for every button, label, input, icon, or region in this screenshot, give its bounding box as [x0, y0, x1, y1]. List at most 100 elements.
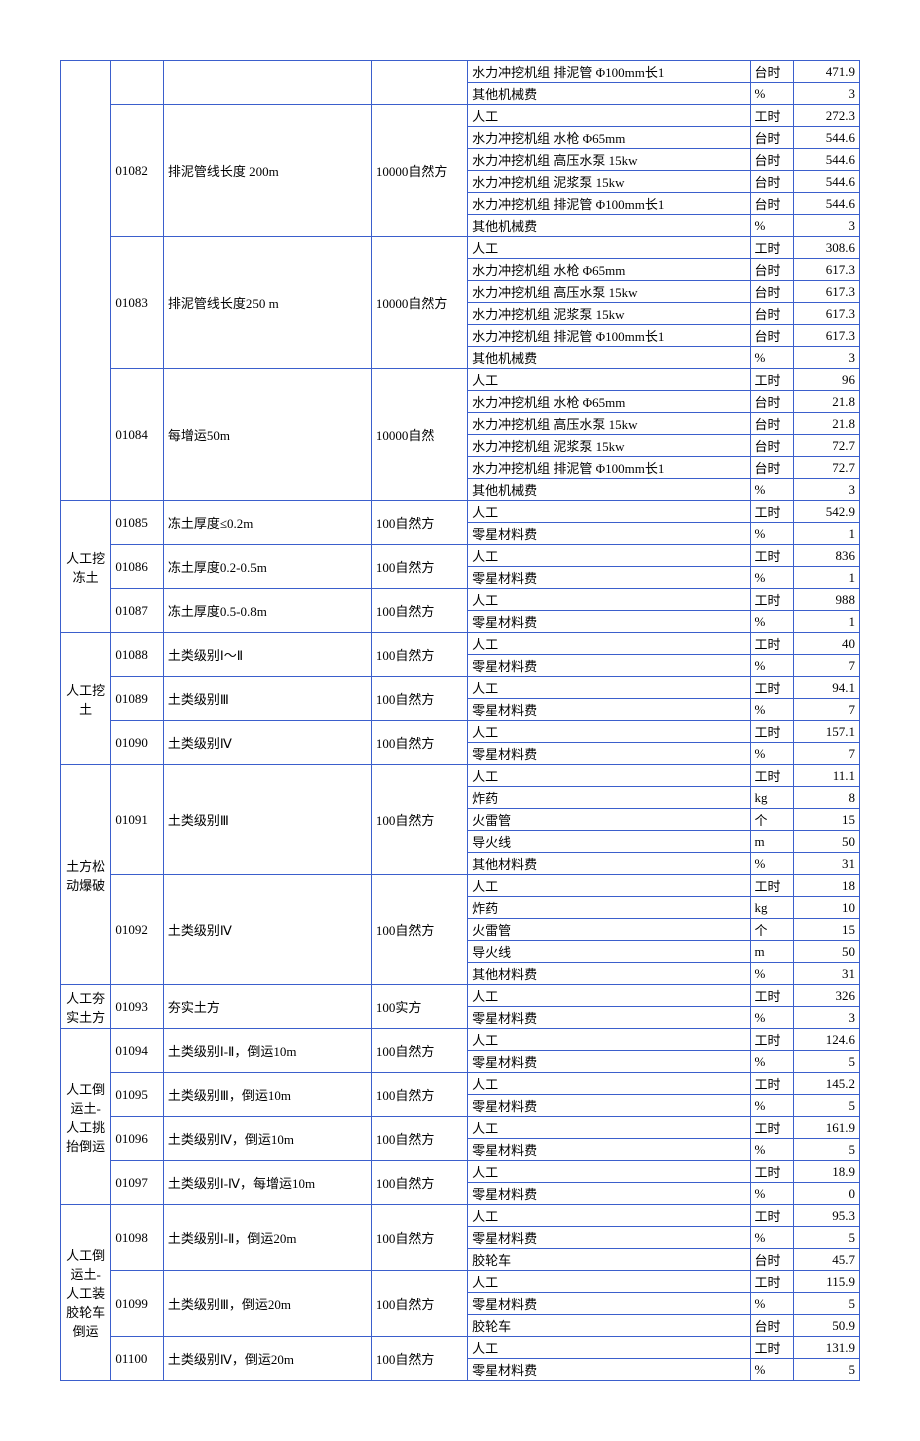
desc-cell: 冻土厚度≤0.2m — [163, 501, 371, 545]
unit-cell — [371, 61, 467, 105]
unit-cell: 100自然方 — [371, 1161, 467, 1205]
item-cell: 其他材料费 — [468, 963, 750, 985]
itemunit-cell: 工时 — [750, 721, 794, 743]
itemunit-cell: 台时 — [750, 435, 794, 457]
value-cell: 31 — [794, 853, 860, 875]
value-cell: 131.9 — [794, 1337, 860, 1359]
value-cell: 3 — [794, 347, 860, 369]
desc-cell: 土类级别Ⅰ-Ⅱ，倒运20m — [163, 1205, 371, 1271]
itemunit-cell: 工时 — [750, 105, 794, 127]
item-cell: 胶轮车 — [468, 1315, 750, 1337]
itemunit-cell: % — [750, 1293, 794, 1315]
itemunit-cell: 台时 — [750, 61, 794, 83]
item-cell: 炸药 — [468, 897, 750, 919]
code-cell: 01083 — [111, 237, 164, 369]
value-cell: 15 — [794, 809, 860, 831]
unit-cell: 100自然方 — [371, 721, 467, 765]
value-cell: 3 — [794, 215, 860, 237]
item-cell: 零星材料费 — [468, 655, 750, 677]
itemunit-cell: 工时 — [750, 985, 794, 1007]
quota-table: 水力冲挖机组 排泥管 Φ100mm长1台时471.9其他机械费%301082排泥… — [60, 60, 860, 1381]
value-cell: 15 — [794, 919, 860, 941]
item-cell: 人工 — [468, 1161, 750, 1183]
item-cell: 零星材料费 — [468, 743, 750, 765]
itemunit-cell: 工时 — [750, 1029, 794, 1051]
value-cell: 3 — [794, 479, 860, 501]
itemunit-cell: % — [750, 1227, 794, 1249]
code-cell: 01085 — [111, 501, 164, 545]
value-cell: 96 — [794, 369, 860, 391]
itemunit-cell: 台时 — [750, 259, 794, 281]
value-cell: 72.7 — [794, 457, 860, 479]
unit-cell: 100自然方 — [371, 1205, 467, 1271]
itemunit-cell: 工时 — [750, 589, 794, 611]
itemunit-cell: % — [750, 83, 794, 105]
itemunit-cell: kg — [750, 787, 794, 809]
unit-cell: 10000自然方 — [371, 105, 467, 237]
item-cell: 水力冲挖机组 水枪 Φ65mm — [468, 259, 750, 281]
unit-cell: 100自然方 — [371, 677, 467, 721]
code-cell: 01097 — [111, 1161, 164, 1205]
unit-cell: 100实方 — [371, 985, 467, 1029]
desc-cell: 排泥管线长度250 m — [163, 237, 371, 369]
itemunit-cell: % — [750, 1051, 794, 1073]
desc-cell: 土类级别Ⅳ，倒运10m — [163, 1117, 371, 1161]
value-cell: 45.7 — [794, 1249, 860, 1271]
item-cell: 人工 — [468, 985, 750, 1007]
value-cell: 544.6 — [794, 149, 860, 171]
item-cell: 水力冲挖机组 泥浆泵 15kw — [468, 303, 750, 325]
item-cell: 零星材料费 — [468, 1227, 750, 1249]
itemunit-cell: m — [750, 831, 794, 853]
itemunit-cell: % — [750, 963, 794, 985]
itemunit-cell: 个 — [750, 919, 794, 941]
item-cell: 人工 — [468, 677, 750, 699]
item-cell: 人工 — [468, 545, 750, 567]
value-cell: 617.3 — [794, 325, 860, 347]
item-cell: 零星材料费 — [468, 699, 750, 721]
code-cell: 01094 — [111, 1029, 164, 1073]
itemunit-cell: 工时 — [750, 765, 794, 787]
code-cell: 01096 — [111, 1117, 164, 1161]
item-cell: 零星材料费 — [468, 1293, 750, 1315]
desc-cell: 土类级别Ⅲ — [163, 765, 371, 875]
item-cell: 导火线 — [468, 831, 750, 853]
value-cell: 5 — [794, 1139, 860, 1161]
desc-cell: 土类级别Ⅳ — [163, 875, 371, 985]
item-cell: 零星材料费 — [468, 1007, 750, 1029]
itemunit-cell: 台时 — [750, 1315, 794, 1337]
itemunit-cell: 台时 — [750, 127, 794, 149]
value-cell: 157.1 — [794, 721, 860, 743]
item-cell: 其他机械费 — [468, 479, 750, 501]
value-cell: 40 — [794, 633, 860, 655]
item-cell: 水力冲挖机组 排泥管 Φ100mm长1 — [468, 325, 750, 347]
itemunit-cell: 工时 — [750, 369, 794, 391]
item-cell: 人工 — [468, 237, 750, 259]
value-cell: 18 — [794, 875, 860, 897]
itemunit-cell: kg — [750, 897, 794, 919]
value-cell: 161.9 — [794, 1117, 860, 1139]
itemunit-cell: 台时 — [750, 193, 794, 215]
value-cell: 544.6 — [794, 193, 860, 215]
item-cell: 水力冲挖机组 泥浆泵 15kw — [468, 435, 750, 457]
value-cell: 544.6 — [794, 127, 860, 149]
item-cell: 水力冲挖机组 高压水泵 15kw — [468, 413, 750, 435]
value-cell: 18.9 — [794, 1161, 860, 1183]
item-cell: 水力冲挖机组 排泥管 Φ100mm长1 — [468, 457, 750, 479]
itemunit-cell: 工时 — [750, 875, 794, 897]
desc-cell: 夯实土方 — [163, 985, 371, 1029]
desc-cell: 土类级别Ⅰ～Ⅱ — [163, 633, 371, 677]
itemunit-cell: 台时 — [750, 149, 794, 171]
value-cell: 7 — [794, 655, 860, 677]
code-cell: 01093 — [111, 985, 164, 1029]
unit-cell: 100自然方 — [371, 765, 467, 875]
unit-cell: 100自然方 — [371, 589, 467, 633]
itemunit-cell: % — [750, 655, 794, 677]
desc-cell: 冻土厚度0.2-0.5m — [163, 545, 371, 589]
item-cell: 水力冲挖机组 排泥管 Φ100mm长1 — [468, 61, 750, 83]
code-cell: 01084 — [111, 369, 164, 501]
desc-cell: 土类级别Ⅰ-Ⅳ，每增运10m — [163, 1161, 371, 1205]
value-cell: 272.3 — [794, 105, 860, 127]
item-cell: 人工 — [468, 1205, 750, 1227]
item-cell: 人工 — [468, 1029, 750, 1051]
itemunit-cell: % — [750, 479, 794, 501]
